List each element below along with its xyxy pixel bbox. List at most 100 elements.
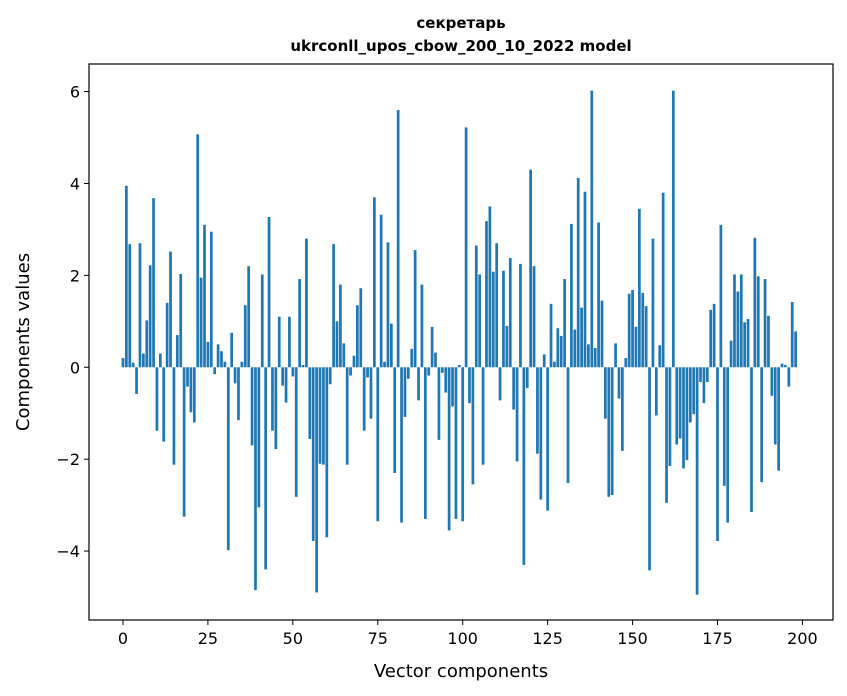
- bar-163: [675, 367, 679, 445]
- bar-44: [271, 367, 274, 431]
- bar-94: [440, 367, 444, 373]
- bar-99: [457, 364, 461, 368]
- bar-82: [400, 367, 403, 523]
- bar-5: [138, 243, 142, 368]
- bar-146: [617, 367, 621, 399]
- bar-59: [322, 367, 325, 465]
- bar-14: [169, 251, 172, 368]
- bar-117: [519, 263, 522, 368]
- bar-91: [430, 326, 434, 368]
- bar-62: [332, 244, 335, 368]
- bar-158: [658, 345, 662, 368]
- bar-47: [281, 367, 284, 386]
- bar-1: [125, 185, 128, 368]
- bar-101: [464, 127, 468, 368]
- bar-105: [478, 274, 482, 368]
- x-tick-label-0: 0: [118, 629, 128, 648]
- bar-135: [580, 307, 583, 368]
- bar-90: [427, 367, 431, 376]
- bar-86: [413, 250, 417, 368]
- bar-180: [733, 274, 736, 368]
- bar-107: [485, 221, 488, 368]
- bar-76: [379, 214, 383, 368]
- x-tick-label-7: 175: [702, 629, 733, 648]
- bar-3: [131, 362, 135, 368]
- bar-31: [226, 367, 230, 551]
- bar-118: [522, 367, 526, 565]
- x-tick-label-1: 25: [198, 629, 218, 648]
- bar-96: [447, 367, 451, 531]
- bar-12: [162, 367, 166, 442]
- bar-193: [777, 367, 780, 471]
- y-tick-label-5: 6: [70, 83, 80, 102]
- bar-194: [780, 363, 784, 368]
- bar-100: [461, 367, 465, 522]
- bar-184: [746, 319, 750, 368]
- bar-18: [182, 367, 186, 517]
- bar-98: [454, 367, 458, 519]
- bar-111: [498, 367, 502, 401]
- bar-77: [383, 361, 386, 368]
- bar-37: [247, 266, 251, 368]
- bar-157: [654, 367, 658, 416]
- bar-26: [209, 231, 213, 368]
- bar-133: [573, 329, 577, 368]
- bar-46: [277, 316, 281, 368]
- x-tick-label-2: 50: [283, 629, 303, 648]
- bar-121: [532, 266, 536, 368]
- bar-165: [682, 367, 685, 469]
- bar-56: [311, 367, 315, 541]
- bar-93: [437, 367, 441, 440]
- bar-181: [736, 291, 740, 368]
- bar-85: [410, 348, 414, 368]
- bar-126: [549, 303, 553, 368]
- bar-0: [121, 358, 125, 368]
- bar-197: [790, 302, 794, 368]
- bar-172: [705, 367, 709, 382]
- bar-27: [213, 367, 217, 375]
- bar-15: [172, 367, 176, 465]
- bar-16: [175, 335, 179, 368]
- bar-115: [512, 367, 516, 410]
- bar-102: [468, 367, 471, 404]
- bar-189: [763, 279, 767, 368]
- bar-64: [339, 284, 342, 368]
- bar-156: [651, 238, 655, 368]
- bar-74: [373, 197, 376, 368]
- bar-192: [773, 367, 777, 445]
- bar-108: [488, 206, 492, 368]
- bar-10: [155, 367, 159, 431]
- bar-103: [471, 367, 475, 485]
- bar-123: [539, 367, 543, 500]
- bar-169: [695, 367, 699, 595]
- bar-130: [563, 279, 566, 368]
- bar-166: [685, 367, 689, 461]
- bar-41: [260, 274, 264, 368]
- bar-176: [719, 224, 723, 368]
- bar-35: [240, 361, 244, 368]
- x-tick-label-4: 100: [447, 629, 478, 648]
- chart-title-line-2: ukrconll_upos_cbow_200_10_2022 model: [290, 37, 631, 55]
- bar-21: [192, 367, 196, 423]
- bar-168: [692, 367, 696, 415]
- bar-145: [614, 343, 617, 368]
- y-tick-label-2: 0: [70, 358, 80, 377]
- bar-34: [237, 367, 240, 421]
- bar-38: [250, 367, 254, 446]
- bar-161: [668, 367, 672, 467]
- bar-151: [634, 326, 638, 368]
- bar-104: [474, 245, 478, 368]
- bar-140: [597, 222, 600, 368]
- bar-79: [390, 323, 393, 368]
- bars-group: [121, 90, 797, 595]
- bar-167: [688, 367, 692, 423]
- bar-137: [587, 344, 590, 368]
- bar-33: [233, 367, 237, 384]
- bar-39: [254, 367, 257, 591]
- bar-155: [648, 367, 651, 571]
- bar-22: [196, 134, 200, 368]
- bar-154: [644, 306, 648, 368]
- bar-65: [342, 343, 346, 368]
- bar-124: [542, 354, 546, 368]
- bar-6: [142, 353, 145, 368]
